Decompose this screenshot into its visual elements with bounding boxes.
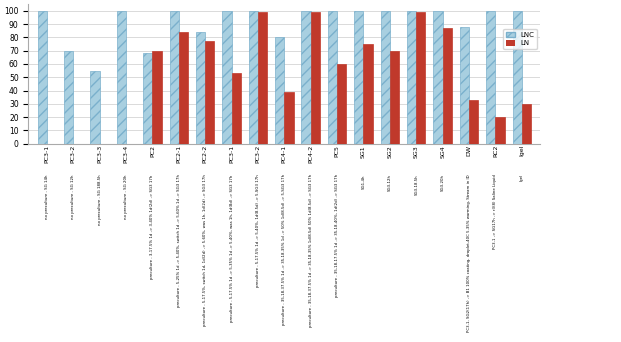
Text: preculture - 35-18-37.5% 1d -> 35-18-35% 1d(8.5d) 50% 1d(8.5d) -> SG3 17h: preculture - 35-18-37.5% 1d -> 35-18-35%… xyxy=(309,174,313,327)
Text: SG3-18.5h: SG3-18.5h xyxy=(414,174,419,195)
Bar xyxy=(416,12,425,144)
Bar xyxy=(301,11,310,144)
Text: PC3-1, SG2(17h) -> B1 100% coating, droplet-40C 5-35% warming, Stream in ID: PC3-1, SG2(17h) -> B1 100% coating, drop… xyxy=(467,174,471,332)
Legend: LNC, LN: LNC, LN xyxy=(504,29,537,49)
Text: preculture - 5-25% 1d -> 5-40%, switch 1d -> 5-60% 1d -> SG3 17h: preculture - 5-25% 1d -> 5-40%, switch 1… xyxy=(177,174,181,307)
Bar xyxy=(433,11,443,144)
Bar xyxy=(460,27,469,144)
Bar xyxy=(354,11,363,144)
Bar xyxy=(486,11,496,144)
Bar xyxy=(443,28,452,144)
Bar xyxy=(117,11,126,144)
Text: preculture - 5-17.5% 1d -> 5-35% 1d -> 5-40%, was 1h, 1d(8d) -> SG3 17h: preculture - 5-17.5% 1d -> 5-35% 1d -> 5… xyxy=(230,174,233,321)
Bar xyxy=(275,37,284,144)
Text: no preculture - SG 12h: no preculture - SG 12h xyxy=(71,174,75,219)
Bar xyxy=(407,11,416,144)
Text: preculture - 3-17.5% 1d -> 3-40% 1d(2d) -> SG3 17h: preculture - 3-17.5% 1d -> 3-40% 1d(2d) … xyxy=(150,174,155,279)
Text: preculture - 5-17.5% 1d -> 5-40%, 1d(8.5d) -> 5-SG3 17h: preculture - 5-17.5% 1d -> 5-40%, 1d(8.5… xyxy=(256,174,260,287)
Text: SG3-12h: SG3-12h xyxy=(388,174,392,191)
Bar xyxy=(179,32,188,144)
Bar xyxy=(390,51,399,144)
Bar xyxy=(512,11,522,144)
Bar xyxy=(196,32,205,144)
Bar xyxy=(258,12,267,144)
Bar xyxy=(38,11,47,144)
Bar xyxy=(143,53,152,144)
Text: no preculture - SG 188.5h: no preculture - SG 188.5h xyxy=(97,174,102,225)
Bar xyxy=(496,117,505,144)
Bar xyxy=(91,70,99,144)
Text: PC3-1 -> SG17h -> r3(8) Saline Liquid: PC3-1 -> SG17h -> r3(8) Saline Liquid xyxy=(494,174,497,249)
Text: no preculture - SG 20h: no preculture - SG 20h xyxy=(124,174,128,219)
Bar xyxy=(469,100,478,144)
Bar xyxy=(337,64,347,144)
Bar xyxy=(222,11,232,144)
Bar xyxy=(310,12,320,144)
Text: preculture - 35-18-17.5% 1d -> 35-18-40%, 1d(2d) -> SG3 17h: preculture - 35-18-17.5% 1d -> 35-18-40%… xyxy=(335,174,339,297)
Text: preculture - 35-18-37.5% 1d -> 35-18-35% 1d -> 50% 1d(8.5d) -> 5-SG3 17h: preculture - 35-18-37.5% 1d -> 35-18-35%… xyxy=(283,174,286,325)
Bar xyxy=(248,11,258,144)
Text: lgel: lgel xyxy=(520,174,524,181)
Bar xyxy=(170,11,179,144)
Bar xyxy=(363,44,373,144)
Text: SG3-20h: SG3-20h xyxy=(441,174,445,191)
Bar xyxy=(232,73,241,144)
Bar xyxy=(284,92,294,144)
Text: SG1-4h: SG1-4h xyxy=(361,174,366,189)
Bar xyxy=(328,11,337,144)
Bar xyxy=(205,41,214,144)
Bar xyxy=(64,51,73,144)
Bar xyxy=(522,104,531,144)
Text: preculture - 5-17.5%, switch 1d, 1d(2d) -> 5-60%, was 1h, 1d(2d) -> SG3 17h: preculture - 5-17.5%, switch 1d, 1d(2d) … xyxy=(203,174,207,326)
Text: no preculture - SG 14h: no preculture - SG 14h xyxy=(45,174,49,219)
Bar xyxy=(381,11,390,144)
Bar xyxy=(152,51,161,144)
